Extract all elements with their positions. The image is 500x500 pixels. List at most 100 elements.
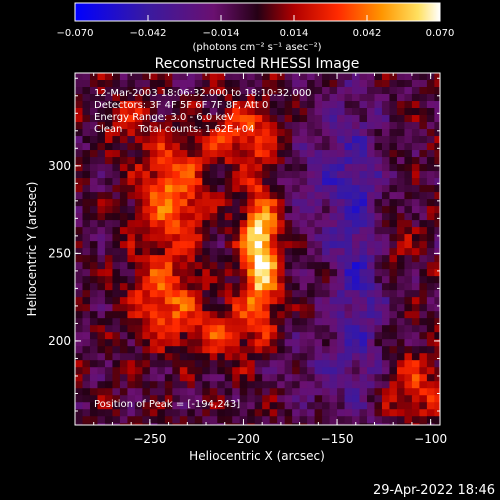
heatmap-cell [187, 199, 196, 207]
heatmap-cell [299, 353, 308, 361]
heatmap-cell [157, 388, 166, 396]
heatmap-cell [187, 318, 196, 326]
heatmap-cell [389, 402, 398, 410]
heatmap-cell [179, 185, 188, 193]
heatmap-cell [112, 346, 121, 354]
heatmap-cell [75, 143, 84, 151]
heatmap-cell [284, 283, 293, 291]
heatmap-cell [224, 101, 233, 109]
heatmap-cell [194, 269, 203, 277]
heatmap-cell [239, 290, 248, 298]
heatmap-cell [352, 332, 361, 340]
heatmap-cell [142, 199, 151, 207]
heatmap-cell [367, 108, 376, 116]
heatmap-cell [119, 150, 129, 158]
heatmap-cell [314, 297, 323, 305]
heatmap-cell [164, 136, 173, 144]
heatmap-cell [314, 325, 323, 333]
heatmap-cell [194, 143, 203, 151]
heatmap-cell [247, 101, 256, 109]
heatmap-cell [164, 150, 173, 158]
heatmap-cell [352, 297, 361, 305]
heatmap-cell [209, 360, 218, 368]
heatmap-cell [209, 297, 218, 305]
heatmap-cell [411, 402, 421, 410]
heatmap-cell [239, 332, 248, 340]
heatmap-cell [284, 395, 293, 403]
heatmap-cell [232, 213, 241, 221]
heatmap-cell [104, 297, 114, 305]
heatmap-cell [337, 220, 346, 228]
heatmap-cell [112, 227, 121, 235]
heatmap-cell [374, 346, 383, 354]
heatmap-cell [202, 171, 211, 179]
heatmap-cell [232, 73, 241, 81]
heatmap-cell [404, 234, 413, 242]
heatmap-cell [314, 311, 323, 319]
heatmap-cell [187, 374, 196, 382]
heatmap-cell [164, 227, 173, 235]
heatmap-cell [217, 220, 226, 228]
heatmap-cell [239, 346, 248, 354]
heatmap-cell [119, 206, 129, 214]
heatmap-cell [419, 283, 428, 291]
heatmap-cell [307, 213, 316, 221]
heatmap-cell [127, 185, 136, 193]
heatmap-cell [119, 304, 129, 312]
heatmap-cell [337, 157, 346, 165]
heatmap-cell [232, 129, 241, 137]
heatmap-cell [269, 178, 278, 186]
heatmap-cell [112, 192, 121, 200]
heatmap-cell [262, 290, 271, 298]
heatmap-cell [329, 248, 338, 256]
heatmap-cell [112, 430, 120, 438]
heatmap-cell [202, 220, 211, 228]
heatmap-cell [82, 297, 91, 305]
heatmap-cell [157, 255, 166, 263]
heatmap-cell [104, 206, 114, 214]
heatmap-cell [344, 402, 353, 410]
heatmap-cell [314, 255, 323, 263]
heatmap-cell [262, 346, 271, 354]
heatmap-cell [75, 416, 84, 424]
heatmap-cell [112, 297, 121, 305]
heatmap-cell [89, 136, 99, 144]
heatmap-cell [396, 409, 406, 417]
heatmap-cell [389, 409, 398, 417]
heatmap-cell [247, 108, 256, 116]
heatmap-cell [217, 402, 226, 410]
heatmap-cell [284, 164, 293, 172]
heatmap-cell [442, 213, 450, 221]
heatmap-cell [127, 395, 136, 403]
heatmap-cell [262, 381, 271, 389]
heatmap-cell [194, 94, 203, 102]
heatmap-cell [381, 206, 391, 214]
heatmap-cell [434, 199, 440, 207]
heatmap-cell [179, 171, 188, 179]
heatmap-cell [89, 73, 99, 81]
heatmap-cell [164, 283, 173, 291]
heatmap-cell [194, 199, 203, 207]
heatmap-cell [179, 220, 188, 228]
heatmap-cell [299, 360, 308, 368]
heatmap-cell [224, 332, 233, 340]
heatmap-cell [97, 381, 106, 389]
heatmap-cell [419, 213, 428, 221]
heatmap-cell [164, 171, 173, 179]
heatmap-cell [307, 185, 316, 193]
heatmap-cell [247, 346, 256, 354]
heatmap-cell [217, 276, 226, 284]
heatmap-cell [254, 115, 263, 123]
heatmap-cell [367, 360, 376, 368]
heatmap-cell [299, 199, 308, 207]
heatmap-cell [299, 325, 308, 333]
heatmap-cell [75, 290, 84, 298]
heatmap-cell [89, 220, 99, 228]
heatmap-cell [419, 164, 428, 172]
heatmap-cell [187, 234, 196, 242]
heatmap-cell [337, 199, 346, 207]
heatmap-cell [292, 234, 301, 242]
heatmap-cell [337, 318, 346, 326]
heatmap-cell [247, 87, 256, 95]
